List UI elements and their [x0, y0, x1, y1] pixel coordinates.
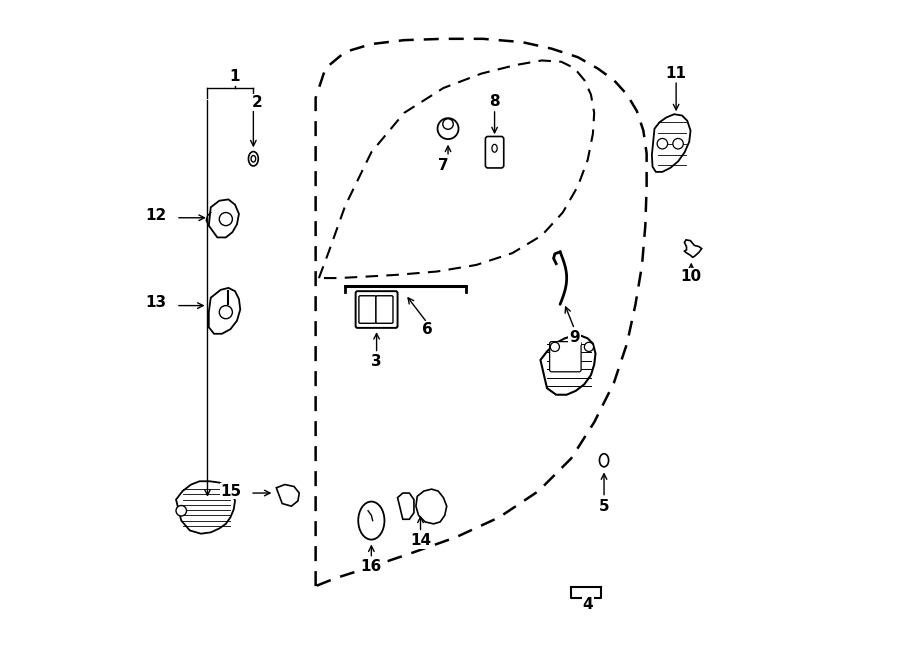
Text: 3: 3 [372, 354, 382, 369]
Circle shape [437, 118, 458, 139]
Text: 12: 12 [146, 208, 166, 223]
Circle shape [673, 138, 683, 149]
Circle shape [220, 305, 232, 319]
Text: 1: 1 [230, 69, 240, 84]
FancyBboxPatch shape [376, 295, 393, 323]
Text: 7: 7 [438, 158, 449, 173]
Circle shape [657, 138, 668, 149]
Polygon shape [652, 114, 690, 172]
Text: 10: 10 [680, 269, 702, 284]
Polygon shape [209, 288, 240, 334]
Polygon shape [209, 200, 238, 237]
Text: 9: 9 [569, 330, 580, 344]
FancyBboxPatch shape [356, 292, 398, 328]
Ellipse shape [358, 502, 384, 539]
Ellipse shape [492, 144, 497, 152]
Text: 14: 14 [410, 533, 431, 548]
Ellipse shape [251, 155, 256, 162]
Circle shape [550, 342, 560, 352]
Text: 4: 4 [582, 597, 593, 612]
Circle shape [584, 342, 593, 352]
Polygon shape [176, 481, 235, 533]
FancyBboxPatch shape [485, 136, 504, 168]
FancyBboxPatch shape [550, 342, 581, 371]
Text: 8: 8 [490, 94, 500, 108]
Text: 6: 6 [422, 322, 432, 336]
Circle shape [443, 119, 454, 130]
Circle shape [176, 506, 186, 516]
Polygon shape [541, 336, 596, 395]
Ellipse shape [248, 151, 258, 166]
Circle shape [220, 213, 232, 225]
Polygon shape [398, 493, 414, 520]
Polygon shape [416, 489, 446, 524]
Ellipse shape [599, 453, 608, 467]
Text: 2: 2 [251, 95, 262, 110]
Text: 5: 5 [598, 498, 609, 514]
Text: 16: 16 [361, 559, 382, 574]
Polygon shape [685, 240, 702, 257]
Text: 13: 13 [146, 295, 166, 311]
Text: 11: 11 [666, 66, 687, 81]
FancyBboxPatch shape [359, 295, 376, 323]
Polygon shape [276, 485, 299, 506]
Text: 15: 15 [220, 484, 241, 498]
